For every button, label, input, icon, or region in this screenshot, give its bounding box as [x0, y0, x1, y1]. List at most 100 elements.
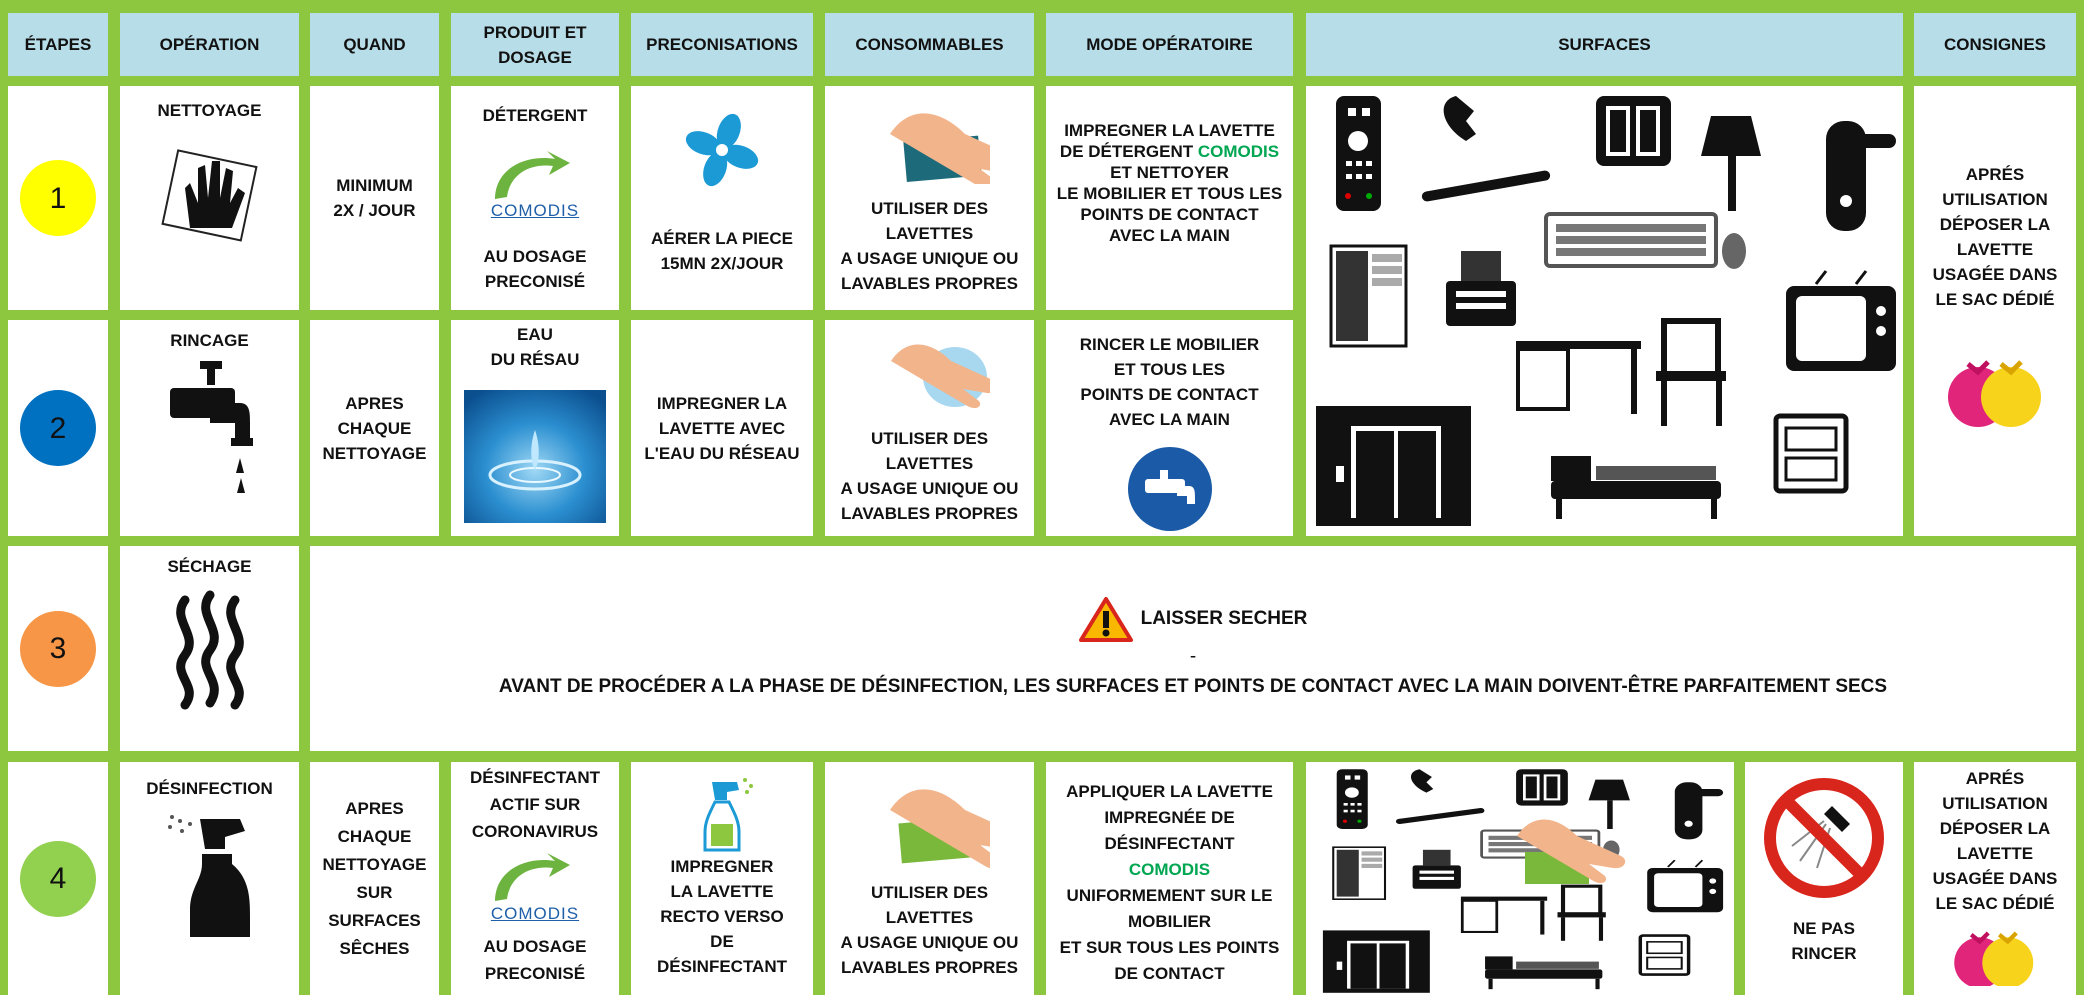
text-line: RINCER — [1791, 944, 1857, 963]
text-line: A USAGE UNIQUE OU — [840, 479, 1019, 498]
text-line: AÉRER LA PIECE — [650, 229, 793, 248]
mode-cell: IMPREGNER LA LAVETTE DE DÉTERGENT COMODI… — [1046, 86, 1293, 310]
separator: - — [1189, 645, 1197, 667]
message-cell: LAISSER SECHER - AVANT DE PROCÉDER A LA … — [310, 546, 2076, 751]
text-line: CORONAVIRUS — [471, 822, 599, 841]
bags-icon — [1950, 916, 2040, 986]
text-line: LE SAC DÉDIÉ — [1935, 290, 2055, 309]
produit-text: EAU DU RÉSAU — [491, 322, 580, 372]
warning-row: LAISSER SECHER — [1078, 596, 1308, 642]
text-line: LAVABLES PROPRES — [841, 958, 1018, 977]
text-line: APRÉS — [1965, 165, 2025, 184]
text-line: UTILISATION — [1942, 190, 2048, 209]
consommables-cell: UTILISER DES LAVETTES A USAGE UNIQUE OU LA… — [825, 86, 1034, 310]
preconisations-cell: AÉRER LA PIECE 15MN 2X/JOUR — [631, 86, 813, 310]
header-cell: PRODUIT ET DOSAGE — [451, 13, 619, 76]
text-line: DÉSINFECTANT — [1104, 833, 1235, 853]
text-line: ACTIF SUR — [489, 795, 581, 814]
logo: COMODIS — [485, 149, 585, 223]
consommables-cell: UTILISER DES LAVETTES A USAGE UNIQUE OU LA… — [825, 762, 1034, 995]
text-line: DÉPOSER LA — [1939, 215, 2051, 234]
logo-icon — [495, 853, 570, 901]
text-line: 15MN 2X/JOUR — [660, 254, 784, 273]
preconisations-cell: IMPREGNER LA LAVETTE RECTO VERSO DE DÉSINFEC… — [631, 762, 813, 995]
text-line: LE SAC DÉDIÉ — [1935, 894, 2055, 913]
quand-cell: APRES CHAQUE NETTOYAGE SUR SURFACES SÊCHES — [310, 762, 439, 995]
text-line: NETTOYAGE — [322, 443, 427, 463]
text-line: COMODIS — [1128, 859, 1211, 879]
text-part: DE DÉTERGENT — [1059, 142, 1194, 161]
text-line: A USAGE UNIQUE OU — [840, 933, 1019, 952]
interdit-text: NE PAS RINCER — [1791, 916, 1856, 966]
header-cell: MODE OPÉRATOIRE — [1046, 13, 1293, 76]
quand-cell: MINIMUM 2X / JOUR — [310, 86, 439, 310]
step-number: 1 — [20, 160, 96, 236]
text-line: MINIMUM — [336, 176, 413, 195]
produit-cell: DÉTERGENT COMODIS AU DOSAGE PRECONISÉ — [451, 86, 619, 310]
header-cell: PRECONISATIONS — [631, 13, 813, 76]
text-line: NE PAS — [1792, 919, 1856, 938]
text-line: DÉTERGENT — [482, 105, 588, 125]
text-line: USAGÉE DANS — [1932, 869, 2058, 888]
text-line: PRECONISÉ — [484, 964, 586, 983]
logo-icon — [495, 150, 570, 199]
consignes-text: APRÉS UTILISATION DÉPOSER LA LAVETTE USAGÉE … — [1933, 766, 2058, 916]
message: AVANT DE PROCÉDER A LA PHASE DE DÉSINFEC… — [498, 675, 1888, 697]
surfaces-icons — [1306, 86, 1903, 536]
text-line: DÉSINFECTANT — [656, 957, 787, 976]
cloth-icon — [889, 789, 990, 869]
glove-icon — [160, 149, 258, 242]
step-cell: 2 — [8, 320, 108, 536]
cloth-icon — [889, 113, 990, 184]
text-line: SUR — [356, 882, 393, 902]
text-line: AU DOSAGE — [483, 937, 587, 956]
step-number: 4 — [20, 840, 96, 917]
header-cell: ÉTAPES — [8, 13, 108, 76]
produit-cell: DÉSINFECTANT ACTIF SUR CORONAVIRUS COMODIS… — [451, 762, 619, 995]
text-line: DU RÉSAU — [490, 350, 580, 369]
spray-icon — [167, 815, 250, 937]
header-cell: OPÉRATION — [120, 13, 299, 76]
operation-label: DÉSINFECTION — [146, 779, 273, 798]
mode-cell: APPLIQUER LA LAVETTE IMPREGNÉE DE DÉSINFEC… — [1046, 762, 1293, 995]
text-line: RECTO VERSO — [660, 907, 784, 926]
mode-text: RINCER LE MOBILIER ET TOUS LES POINTS DE C… — [1080, 332, 1259, 432]
text-line: MOBILIER — [1127, 911, 1212, 931]
text-line: DE — [710, 932, 734, 951]
preconisations-text: IMPREGNER LA LAVETTE RECTO VERSO DE DÉSINFEC… — [657, 854, 787, 979]
consignes-text: APRÉS UTILISATION DÉPOSER LA LAVETTE USAGÉE … — [1933, 162, 2058, 312]
text-line: CHAQUE — [337, 418, 412, 438]
preconisations-text: AÉRER LA PIECE 15MN 2X/JOUR — [651, 226, 793, 276]
text-line: POINTS DE CONTACT — [1080, 205, 1259, 224]
text-line: IMPREGNER — [670, 857, 774, 876]
consommables-cell: UTILISER DES LAVETTES A USAGE UNIQUE OU LA… — [825, 320, 1034, 536]
text-line: LAVABLES PROPRES — [841, 274, 1018, 293]
cloth-icon — [890, 344, 990, 409]
operation-cell: DÉSINFECTION — [120, 762, 299, 995]
text-line: SÊCHES — [339, 938, 410, 958]
text-line: UNIFORMEMENT SUR LE — [1066, 885, 1273, 905]
text-line: LE MOBILIER ET TOUS LES — [1056, 184, 1283, 203]
text-line: AU DOSAGE — [483, 246, 587, 266]
text-line: USAGÉE DANS — [1932, 265, 2058, 284]
text-line: LAVETTE — [1956, 240, 2034, 259]
brand-text: COMODIS — [1197, 142, 1280, 161]
text-line: APRES — [345, 393, 404, 413]
text-line: IMPREGNER LA — [656, 393, 788, 413]
step-number: 3 — [20, 610, 96, 687]
mode-cell: RINCER LE MOBILIER ET TOUS LES POINTS DE C… — [1046, 320, 1293, 536]
operation-label: RINCAGE — [170, 331, 249, 350]
text-line: DE CONTACT — [1114, 963, 1225, 983]
fan-icon — [685, 113, 759, 187]
text-line: IMPREGNÉE DE — [1104, 807, 1235, 827]
text-line: ET TOUS LES — [1113, 360, 1226, 379]
warning-text: LAISSER SECHER — [1140, 607, 1308, 629]
step-cell: 3 — [8, 546, 108, 751]
dosage-text: AU DOSAGE PRECONISÉ — [484, 244, 587, 294]
brand: COMODIS — [490, 904, 580, 923]
text-line: UTILISER DES LAVETTES — [870, 883, 989, 927]
produit-text: DÉSINFECTANT ACTIF SUR CORONAVIRUS — [470, 764, 600, 845]
warning-icon — [1078, 596, 1133, 642]
text-line: LAVETTE AVEC — [658, 418, 786, 438]
produit-text: DÉTERGENT — [483, 103, 588, 128]
